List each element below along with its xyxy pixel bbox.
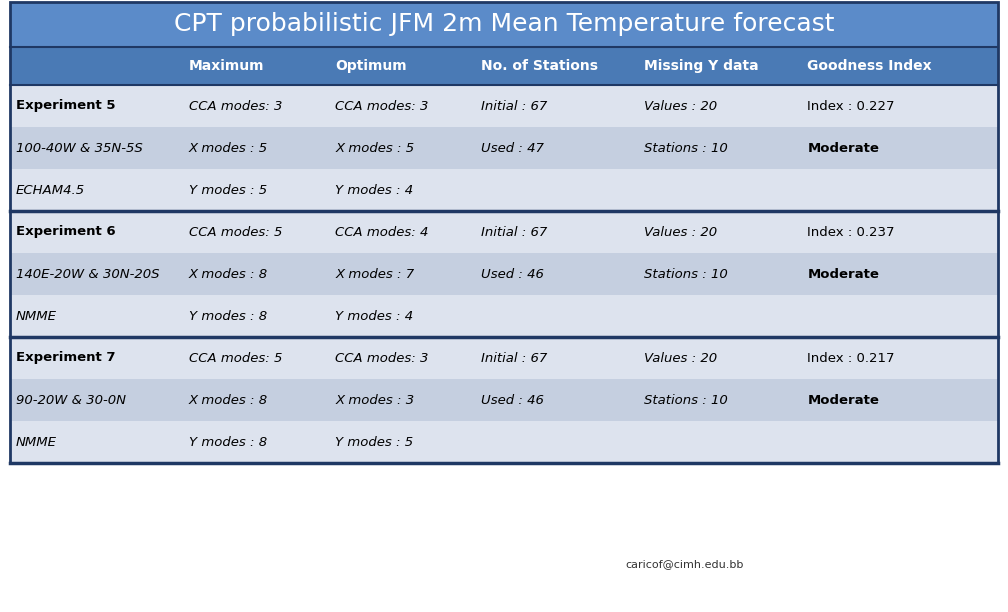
Text: CPT probabilistic JFM 2m Mean Temperature forecast: CPT probabilistic JFM 2m Mean Temperatur…: [173, 12, 835, 37]
Text: Experiment 6: Experiment 6: [16, 225, 116, 239]
Text: Moderate: Moderate: [807, 267, 879, 280]
Bar: [10, 2, 998, 47]
Text: Y modes : 5: Y modes : 5: [188, 184, 267, 196]
Bar: [10, 379, 998, 421]
Text: No. of Stations: No. of Stations: [482, 59, 599, 73]
Text: Index : 0.217: Index : 0.217: [807, 351, 895, 365]
Text: Initial : 67: Initial : 67: [482, 100, 547, 113]
Text: 140E-20W & 30N-20S: 140E-20W & 30N-20S: [16, 267, 159, 280]
Text: X modes : 7: X modes : 7: [335, 267, 414, 280]
Bar: [10, 211, 998, 253]
Bar: [10, 127, 998, 169]
Text: Y modes : 4: Y modes : 4: [335, 310, 413, 323]
Text: Missing Y data: Missing Y data: [644, 59, 759, 73]
Text: Stations : 10: Stations : 10: [644, 267, 728, 280]
Text: Used : 46: Used : 46: [482, 267, 544, 280]
Text: Experiment 7: Experiment 7: [16, 351, 116, 365]
Text: 100-40W & 35N-5S: 100-40W & 35N-5S: [16, 141, 143, 154]
Text: Index : 0.237: Index : 0.237: [807, 225, 895, 239]
Text: X modes : 8: X modes : 8: [188, 394, 268, 406]
Text: NMME: NMME: [16, 310, 57, 323]
Text: Used : 47: Used : 47: [482, 141, 544, 154]
Text: Values : 20: Values : 20: [644, 351, 718, 365]
Text: X modes : 8: X modes : 8: [188, 267, 268, 280]
Text: ECHAM4.5: ECHAM4.5: [16, 184, 85, 196]
Text: Moderate: Moderate: [807, 394, 879, 406]
Text: CCA modes: 3: CCA modes: 3: [335, 100, 428, 113]
Text: X modes : 3: X modes : 3: [335, 394, 414, 406]
Text: Values : 20: Values : 20: [644, 225, 718, 239]
Text: Index : 0.227: Index : 0.227: [807, 100, 895, 113]
Text: Y modes : 8: Y modes : 8: [188, 436, 267, 449]
Text: CCA modes: 4: CCA modes: 4: [335, 225, 428, 239]
Text: CCA modes: 3: CCA modes: 3: [188, 100, 282, 113]
Text: Maximum: Maximum: [188, 59, 264, 73]
Bar: [10, 47, 998, 85]
Text: Y modes : 5: Y modes : 5: [335, 436, 413, 449]
Text: Used : 46: Used : 46: [482, 394, 544, 406]
Text: Stations : 10: Stations : 10: [644, 141, 728, 154]
Text: CCA modes: 5: CCA modes: 5: [188, 351, 282, 365]
Text: Values : 20: Values : 20: [644, 100, 718, 113]
Bar: [10, 253, 998, 295]
Text: Initial : 67: Initial : 67: [482, 351, 547, 365]
Text: X modes : 5: X modes : 5: [335, 141, 414, 154]
Text: Moderate: Moderate: [807, 141, 879, 154]
Text: Experiment 5: Experiment 5: [16, 100, 116, 113]
Bar: [10, 169, 998, 211]
Text: Initial : 67: Initial : 67: [482, 225, 547, 239]
Text: CCA modes: 5: CCA modes: 5: [188, 225, 282, 239]
Text: caricof@cimh.edu.bb: caricof@cimh.edu.bb: [625, 559, 743, 569]
Bar: [10, 295, 998, 337]
Bar: [10, 337, 998, 379]
Bar: [10, 85, 998, 127]
Text: 90-20W & 30-0N: 90-20W & 30-0N: [16, 394, 126, 406]
Text: Goodness Index: Goodness Index: [807, 59, 932, 73]
Text: CCA modes: 3: CCA modes: 3: [335, 351, 428, 365]
Text: Y modes : 8: Y modes : 8: [188, 310, 267, 323]
Text: NMME: NMME: [16, 436, 57, 449]
Text: Stations : 10: Stations : 10: [644, 394, 728, 406]
Text: Y modes : 4: Y modes : 4: [335, 184, 413, 196]
Bar: [10, 2, 998, 463]
Text: X modes : 5: X modes : 5: [188, 141, 268, 154]
Text: Optimum: Optimum: [335, 59, 407, 73]
Bar: [10, 421, 998, 463]
